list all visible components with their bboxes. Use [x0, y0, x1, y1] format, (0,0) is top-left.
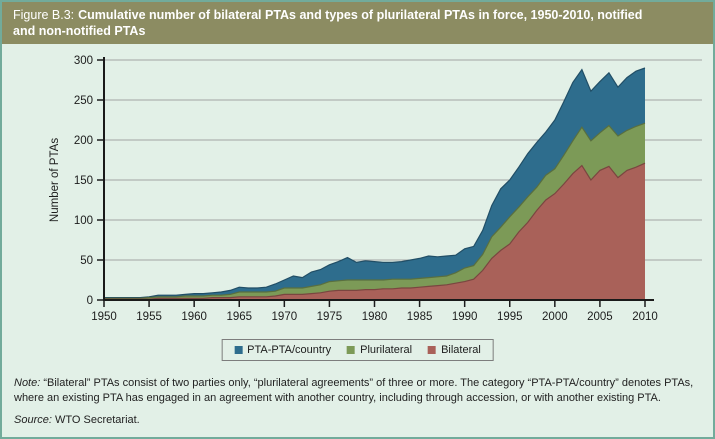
- area-edge-bilateral: [104, 162, 646, 300]
- x-tick-label: 1950: [91, 311, 117, 323]
- plurilateral-swatch-icon: [347, 346, 356, 354]
- note-text: “Bilateral” PTAs consist of two parties …: [14, 377, 694, 404]
- x-tick-label: 1970: [272, 311, 298, 323]
- source-label: Source:: [14, 414, 52, 426]
- x-tick-label: 2000: [542, 311, 568, 323]
- y-tick-label: 50: [80, 255, 93, 267]
- x-tick-label: 1985: [407, 311, 433, 323]
- y-tick-label: 100: [74, 215, 93, 227]
- area-pta-pta-country: [104, 68, 645, 300]
- x-tick-label: 2005: [587, 311, 613, 323]
- area-plurilateral: [104, 123, 645, 300]
- legend-item-plurilateral: Plurilateral: [347, 344, 412, 356]
- y-tick-label: 200: [74, 135, 93, 147]
- area-edge-pta-pta-country: [104, 67, 646, 299]
- x-tick-label: 1995: [497, 311, 523, 323]
- legend-item-pta-pta-country: PTA-PTA/country: [234, 344, 331, 356]
- area-edge-plurilateral: [104, 122, 646, 299]
- source: Source: WTO Secretariat.: [14, 414, 140, 426]
- x-tick-label: 1955: [136, 311, 162, 323]
- y-tick-label: 300: [74, 55, 93, 67]
- x-tick-label: 1975: [317, 311, 343, 323]
- x-tick-label: 1990: [452, 311, 478, 323]
- chart-legend: PTA-PTA/country Plurilateral Bilateral: [221, 339, 494, 361]
- note-label: Note:: [14, 377, 41, 389]
- bilateral-swatch-icon: [428, 346, 437, 354]
- source-text: WTO Secretariat.: [51, 414, 140, 426]
- x-tick-label: 1965: [226, 311, 252, 323]
- y-tick-label: 150: [74, 175, 93, 187]
- legend-label-bilateral: Bilateral: [441, 344, 481, 356]
- y-tick-label: 0: [87, 295, 93, 307]
- x-tick-label: 2010: [632, 311, 658, 323]
- legend-label-plurilateral: Plurilateral: [360, 344, 413, 356]
- legend-label-pta-pta-country: PTA-PTA/country: [247, 344, 332, 356]
- y-axis-title: Number of PTAs: [49, 138, 61, 222]
- pta-pta-country-swatch-icon: [234, 346, 243, 354]
- y-tick-label: 250: [74, 95, 93, 107]
- area-bilateral: [104, 163, 645, 300]
- figure-title-bar: Figure B.3: Cumulative number of bilatera…: [2, 2, 713, 44]
- x-tick-label: 1960: [181, 311, 207, 323]
- legend-item-bilateral: Bilateral: [428, 344, 481, 356]
- note: Note: “Bilateral” PTAs consist of two pa…: [14, 376, 703, 406]
- figure-label: Figure B.3:: [13, 8, 75, 22]
- x-tick-label: 1980: [362, 311, 388, 323]
- figure-title: Cumulative number of bilateral PTAs and …: [13, 8, 643, 38]
